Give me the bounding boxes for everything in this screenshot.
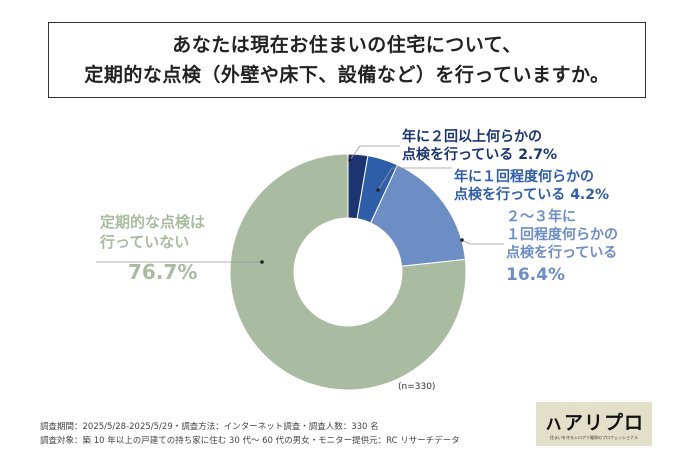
label-text: 行っていない — [100, 233, 190, 251]
leader-dot-1 — [348, 158, 352, 162]
label-slice-1: 年に２回以上何らかの 点検を行っている 2.7% — [402, 128, 557, 164]
leader-dot-4 — [260, 260, 264, 264]
donut-slice-4 — [229, 153, 467, 391]
leader-dot-3 — [460, 238, 464, 242]
logo-tagline: 住まいを守るシロアリ駆除のプロフェッショナル — [550, 434, 638, 440]
label-text: 年に１回程度何らかの — [454, 169, 594, 185]
label-slice-3: ２～３年に １回程度何らかの 点検を行っている 16.4% — [506, 208, 618, 284]
label-text: 年に２回以上何らかの — [402, 129, 542, 145]
label-slice-2: 年に１回程度何らかの 点検を行っている 4.2% — [454, 168, 609, 204]
leader-dot-2 — [376, 188, 380, 192]
label-text: １回程度何らかの — [506, 227, 618, 243]
value-label: 16.4% — [506, 265, 565, 285]
logo: ㇵアリプロ 住まいを守るシロアリ駆除のプロフェッショナル — [536, 402, 652, 446]
label-text: 点検を行っている — [506, 245, 618, 261]
title-box: あなたは現在お住まいの住宅について、 定期的な点検（外壁や床下、設備など）を行っ… — [48, 22, 646, 98]
value-label: 2.7% — [518, 147, 558, 163]
footer-line-1: 調査期間：2025/5/28-2025/5/29・調査方法：インターネット調査・… — [40, 422, 379, 432]
label-text: 点検を行っている — [454, 187, 566, 203]
leader-line-2 — [377, 167, 452, 191]
value-label: 4.2% — [570, 187, 610, 203]
value-label: 76.7% — [128, 260, 198, 284]
title-line-2: 定期的な点検（外壁や床下、設備など）を行っていますか。 — [84, 64, 610, 86]
logo-name: ㇵアリプロ — [543, 411, 644, 434]
leader-line-1 — [349, 145, 400, 161]
label-text: 点検を行っている — [402, 147, 514, 163]
label-slice-4: 定期的な点検は 行っていない 76.7% — [100, 212, 205, 282]
label-text: ２～３年に — [506, 209, 576, 225]
label-text: 定期的な点検は — [100, 213, 206, 231]
footer-line-2: 調査対象：築 10 年以上の戸建ての持ち家に住む 30 代～ 60 代の男女・モ… — [40, 436, 460, 446]
sample-size-note: (n=330) — [398, 382, 436, 392]
title-line-1: あなたは現在お住まいの住宅について、 — [172, 34, 522, 56]
leader-line-3 — [461, 239, 504, 245]
